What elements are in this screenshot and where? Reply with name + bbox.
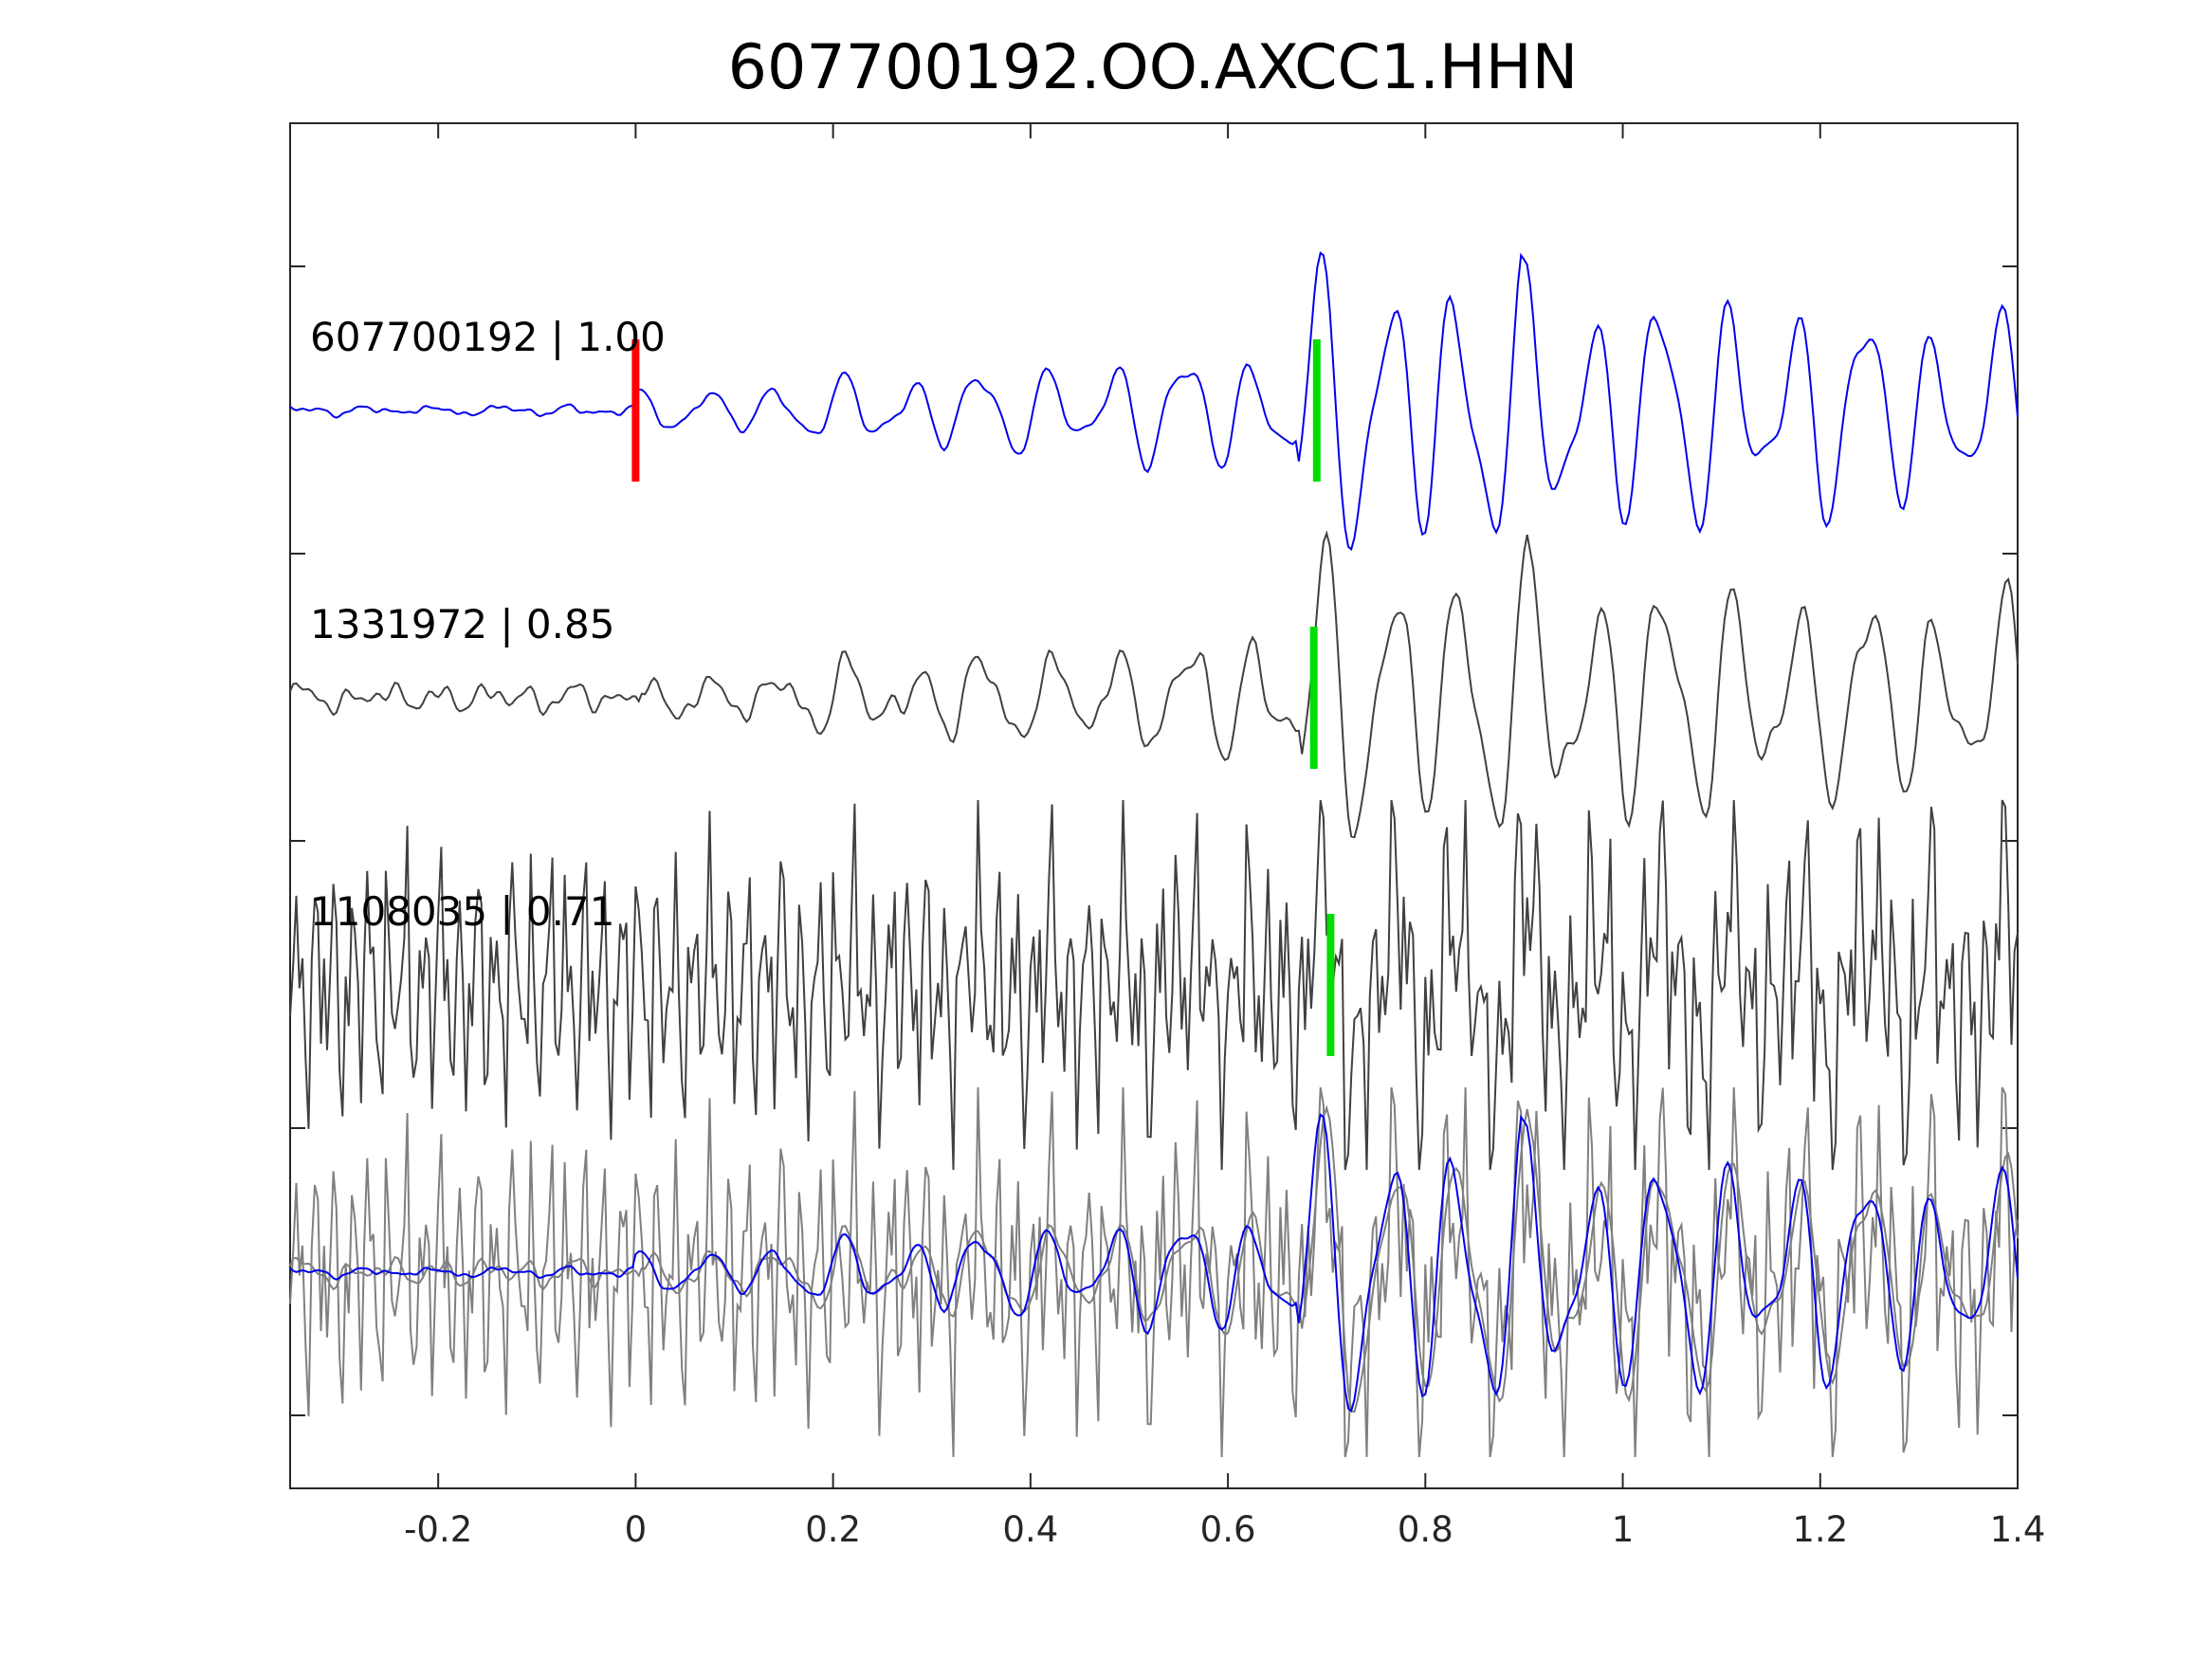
- trace-label: 1331972 | 0.85: [310, 601, 614, 647]
- x-tick-label: 1.4: [1990, 1509, 2046, 1550]
- trace-label: 607700192 | 1.00: [310, 314, 666, 360]
- trace-label: 1108035 | 0.71: [310, 888, 614, 935]
- overlay-trace: [289, 1113, 2019, 1413]
- waveform-trace: [289, 530, 2019, 839]
- x-tick-label: 0.2: [805, 1509, 861, 1550]
- waveform-trace: [289, 799, 2019, 1171]
- x-tick-label: -0.2: [404, 1509, 472, 1550]
- axes-box: [289, 122, 2019, 1489]
- overlay-trace: [289, 1086, 2019, 1458]
- x-tick-label: 0.6: [1200, 1509, 1256, 1550]
- plot-area: [289, 122, 2019, 1489]
- x-tick-label: 0.8: [1398, 1509, 1453, 1550]
- x-tick-label: 1: [1612, 1509, 1635, 1550]
- tick-marks: [290, 123, 2019, 1488]
- x-tick-label: 0.4: [1002, 1509, 1058, 1550]
- waveform-trace: [289, 251, 2019, 552]
- trace-labels: 607700192 | 1.00 1331972 | 0.85 1108035 | …: [310, 314, 666, 935]
- chart-title: 607700192.OO.AXCC1.HHN: [728, 32, 1579, 103]
- x-tick-label: 0: [625, 1509, 648, 1550]
- x-tick-label: 1.2: [1792, 1509, 1848, 1550]
- waveform-traces: [289, 251, 2019, 1458]
- x-tick-labels: -0.2 0 0.2 0.4 0.6 0.8 1 1.2 1.4: [404, 1509, 2045, 1550]
- phase-picks: [631, 339, 1335, 1056]
